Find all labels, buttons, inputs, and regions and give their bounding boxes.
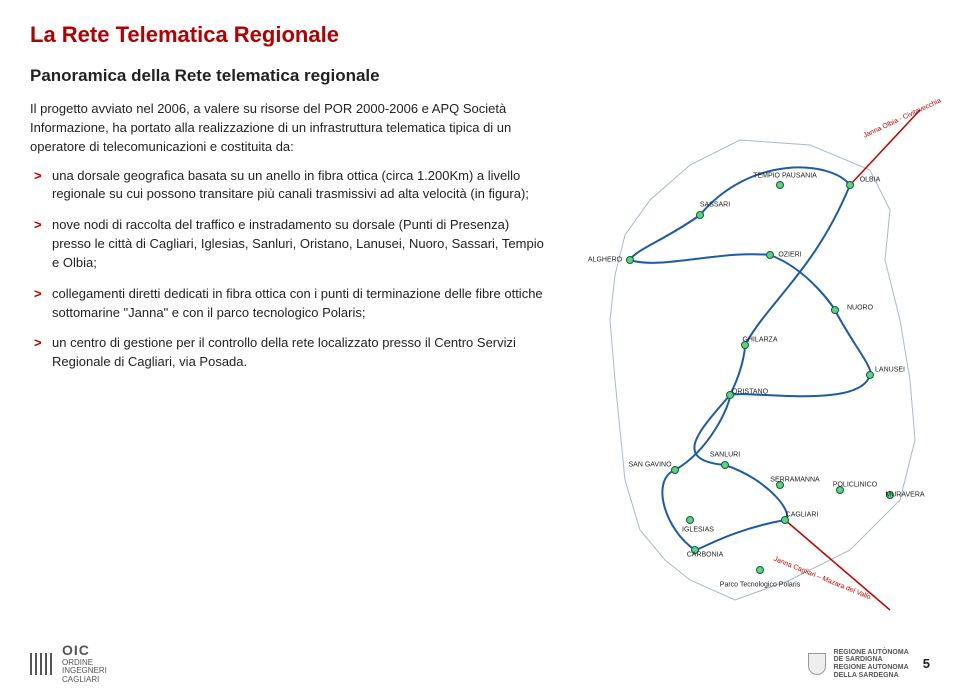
map-node-olbia xyxy=(846,181,854,189)
map-node-nuoro xyxy=(831,306,839,314)
map-node-lanusei xyxy=(866,371,874,379)
oic-logo-text: OIC ORDINE INGEGNERI CAGLIARI xyxy=(62,643,107,685)
footer-right: REGIONE AUTÒNOMA DE SARDIGNA REGIONE AUT… xyxy=(808,649,930,680)
map-node-tempio xyxy=(776,181,784,189)
regione-text: REGIONE AUTÒNOMA DE SARDIGNA REGIONE AUT… xyxy=(834,649,909,680)
map-label-lanusei: LANUSEI xyxy=(875,367,905,374)
bullet-item: collegamenti diretti dedicati in fibra o… xyxy=(30,285,550,323)
map-label-nuoro: NUORO xyxy=(847,305,873,312)
oic-fulltext: ORDINE INGEGNERI CAGLIARI xyxy=(62,659,107,685)
page-title: La Rete Telematica Regionale xyxy=(30,22,930,48)
map-node-sangavino xyxy=(671,466,679,474)
map-label-serramanna: SERRAMANNA xyxy=(770,477,819,484)
text-column: Il progetto avviato nel 2006, a valere s… xyxy=(30,100,550,600)
footer: OIC ORDINE INGEGNERI CAGLIARI REGIONE AU… xyxy=(0,644,960,684)
map-label-ghilarza: GHILARZA xyxy=(742,337,777,344)
bullet-item: nove nodi di raccolta del traffico e ins… xyxy=(30,216,550,273)
map-label-carbonia: CARBONIA xyxy=(687,552,724,559)
map-label-cagliari: CAGLIARI xyxy=(786,512,819,519)
janna-cagliari-line xyxy=(785,520,890,610)
bullet-list: una dorsale geografica basata su un anel… xyxy=(30,167,550,373)
oic-stripes-icon xyxy=(30,651,52,677)
map-node-ozieri xyxy=(766,251,774,259)
map-node-parco xyxy=(756,566,764,574)
janna-olbia-line xyxy=(850,110,920,185)
page-subtitle: Panoramica della Rete telematica regiona… xyxy=(30,66,930,86)
map-label-iglesias: IGLESIAS xyxy=(682,527,714,534)
bullet-item: un centro di gestione per il controllo d… xyxy=(30,334,550,372)
map-label-olbia: OLBIA xyxy=(860,177,881,184)
map-label-sassari: SASSARI xyxy=(700,202,730,209)
map-label-ozieri: OZIERI xyxy=(778,252,801,259)
intro-paragraph: Il progetto avviato nel 2006, a valere s… xyxy=(30,100,550,157)
oic-abbrev: OIC xyxy=(62,643,107,658)
footer-left: OIC ORDINE INGEGNERI CAGLIARI xyxy=(30,643,107,685)
map-label-sangavino: SAN GAVINO xyxy=(628,462,671,469)
map-label-oristano: ORISTANO xyxy=(732,389,768,396)
bullet-item: una dorsale geografica basata su un anel… xyxy=(30,167,550,205)
sardegna-crest-icon xyxy=(808,653,826,675)
map-label-alghero: ALGHERO xyxy=(588,257,622,264)
map-label-policlinico: POLICLINICO xyxy=(833,482,877,489)
page-number: 5 xyxy=(923,657,930,671)
map-node-alghero xyxy=(626,256,634,264)
content-row: Il progetto avviato nel 2006, a valere s… xyxy=(30,100,930,600)
map-node-iglesias xyxy=(686,516,694,524)
map-node-sanluri xyxy=(721,461,729,469)
map-label-parco: Parco Tecnologico Polaris xyxy=(720,582,800,589)
fiber-ring xyxy=(630,167,871,550)
map-label-tempio: TEMPIO PAUSANIA xyxy=(753,173,817,180)
map-diagram: TEMPIO PAUSANIA OLBIA SASSARI ALGHERO OZIERI… xyxy=(570,100,930,600)
map-label-sanluri: SANLURI xyxy=(710,452,740,459)
map-node-sassari xyxy=(696,211,704,219)
map-label-muravera: MURAVERA xyxy=(885,492,924,499)
